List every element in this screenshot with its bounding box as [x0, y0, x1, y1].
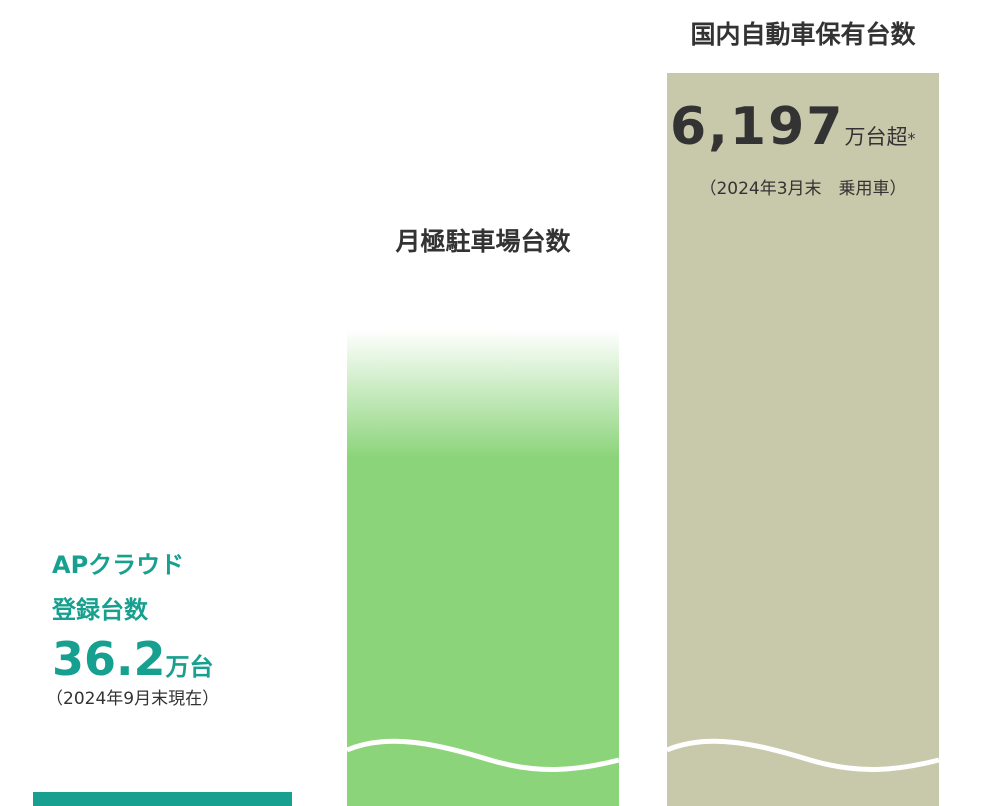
value: 36.2 — [52, 632, 166, 686]
unit: 万台超 — [844, 125, 908, 149]
value-row: 36.2万台 — [52, 632, 214, 686]
title-line: 登録台数 — [52, 596, 148, 624]
mark: * — [907, 129, 916, 148]
title: 月極駐車場台数 — [395, 227, 571, 256]
ap-cloud-bar — [33, 792, 292, 806]
unit: 万台 — [165, 653, 214, 681]
value-row: 6,197万台超* — [670, 97, 915, 157]
note: （2024年9月末現在） — [46, 689, 220, 709]
value: 6,197 — [670, 97, 845, 157]
title: 国内自動車保有台数 — [690, 20, 916, 49]
wave — [666, 738, 940, 772]
title-line: APクラウド — [52, 551, 185, 579]
parking-bar — [347, 330, 619, 806]
cars-bar — [667, 73, 939, 806]
note: （2024年3月末 乗用車） — [699, 179, 907, 199]
wave — [346, 738, 620, 772]
